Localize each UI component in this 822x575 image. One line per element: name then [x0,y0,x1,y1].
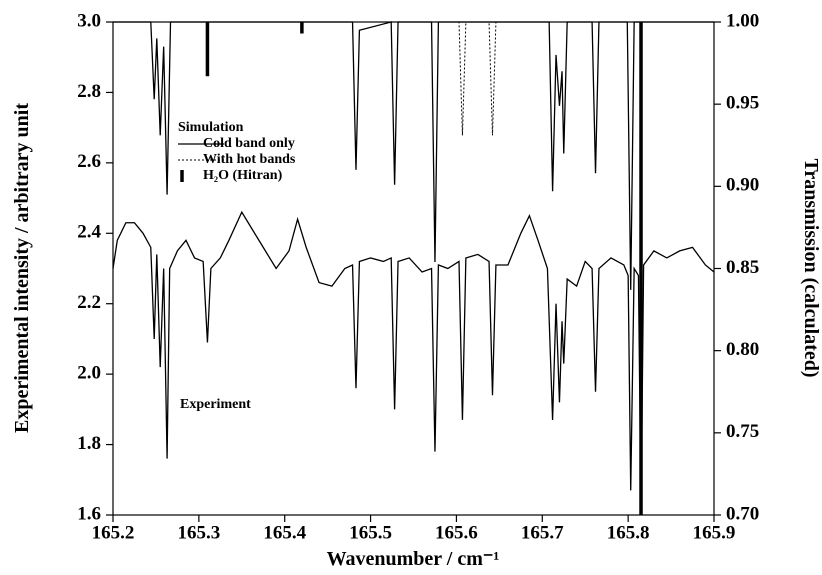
y-tick-label: 2.6 [77,151,101,172]
legend-label: With hot bands [203,152,296,167]
x-tick-label: 165.3 [177,522,220,543]
y-tick-label: 3.0 [77,10,101,31]
series-line [112,210,715,516]
y-tick-label: 1.6 [77,503,101,524]
y2-tick-label: 0.80 [726,339,759,360]
y2-tick-label: 0.75 [726,421,759,442]
y-tick-label: 2.2 [77,292,101,313]
legend-label: H₂O (Hitran) [203,168,283,183]
x-tick-label: 165.6 [435,522,478,543]
y-tick-label: 2.8 [77,81,101,102]
x-tick-label: 165.4 [263,522,306,543]
x-axis-title: Wavenumber / cm⁻¹ [327,548,500,570]
y-tick-label: 1.8 [77,433,101,454]
legend-label: Cold band only [203,136,295,151]
series-line [438,21,550,136]
legend-title: Simulation [178,120,244,135]
y2-tick-label: 0.95 [726,93,759,114]
y-axis-title: Experimental intensity / arbitrary unit [11,103,33,433]
x-tick-label: 165.2 [92,522,135,543]
y2-tick-label: 0.70 [726,503,759,524]
y2-tick-label: 0.85 [726,257,759,278]
x-tick-label: 165.5 [349,522,392,543]
y2-tick-label: 1.00 [726,10,759,31]
x-tick-label: 165.9 [693,522,736,543]
x-tick-label: 165.8 [607,522,650,543]
series-line [113,21,714,290]
x-tick-label: 165.7 [521,522,564,543]
y2-tick-label: 0.90 [726,175,759,196]
y-tick-label: 2.0 [77,363,101,384]
y-tick-label: 2.4 [77,222,101,243]
annotation: Experiment [180,397,251,412]
y2-axis-title: Transmission (calculated) [800,158,822,377]
